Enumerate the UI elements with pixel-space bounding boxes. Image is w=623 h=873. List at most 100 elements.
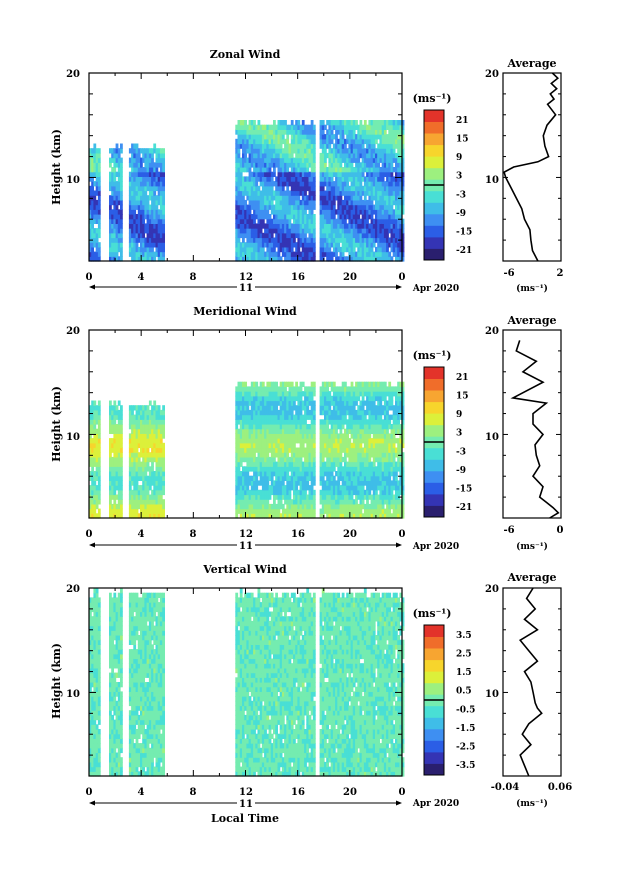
meridional-wind-heatmap-cell bbox=[335, 391, 338, 397]
meridional-wind-heatmap-cell bbox=[253, 452, 256, 458]
meridional-wind-heatmap-cell bbox=[284, 513, 287, 519]
zonal-wind-heatmap-cell bbox=[388, 204, 392, 210]
meridional-wind-heatmap-cell bbox=[284, 433, 287, 439]
zonal-wind-heatmap-cell bbox=[279, 129, 283, 135]
zonal-wind-heatmap-cell bbox=[279, 185, 283, 192]
zonal-wind-heatmap-cell bbox=[246, 134, 250, 140]
meridional-wind-heatmap-cell bbox=[355, 471, 358, 477]
meridional-wind-heatmap-cell bbox=[319, 489, 323, 496]
zonal-wind-heatmap-cell bbox=[390, 181, 394, 187]
zonal-wind-colorbar-swatch bbox=[424, 110, 444, 122]
zonal-wind-heatmap-cell bbox=[266, 190, 270, 196]
meridional-wind-heatmap-cell bbox=[111, 442, 114, 449]
meridional-wind-heatmap-cell bbox=[288, 499, 292, 505]
meridional-wind-heatmap-cell bbox=[153, 485, 157, 491]
zonal-wind-heatmap-cell bbox=[392, 242, 396, 248]
zonal-wind-heatmap-cell bbox=[308, 256, 312, 262]
meridional-wind-heatmap-cell bbox=[142, 405, 145, 411]
meridional-wind-heatmap-cell bbox=[273, 395, 276, 402]
meridional-wind-heatmap-cell bbox=[237, 438, 241, 444]
meridional-wind-heatmap-cell bbox=[255, 381, 259, 387]
zonal-wind-heatmap-cell bbox=[137, 228, 141, 234]
meridional-wind-heatmap-cell bbox=[97, 513, 101, 519]
zonal-wind-heatmap-cell bbox=[397, 143, 400, 149]
zonal-wind-heatmap-cell bbox=[235, 242, 239, 248]
zonal-wind-heatmap-cell bbox=[321, 185, 325, 192]
zonal-wind-heatmap-cell bbox=[397, 214, 400, 220]
meridional-wind-heatmap-cell bbox=[268, 461, 272, 467]
meridional-wind-heatmap-cell bbox=[286, 452, 290, 458]
zonal-wind-heatmap-cell bbox=[244, 138, 247, 145]
zonal-wind-heatmap-cell bbox=[388, 195, 392, 201]
zonal-wind-heatmap-cell bbox=[253, 242, 256, 248]
zonal-wind-heatmap-cell bbox=[381, 209, 385, 215]
meridional-wind-heatmap-cell bbox=[350, 466, 354, 472]
zonal-wind-heatmap-cell bbox=[401, 185, 405, 192]
meridional-wind-heatmap-cell bbox=[348, 508, 352, 514]
meridional-wind-heatmap-cell bbox=[332, 405, 336, 411]
zonal-wind-heatmap-cell bbox=[381, 232, 385, 239]
zonal-wind-heatmap-cell bbox=[290, 176, 294, 182]
zonal-wind-heatmap-cell bbox=[304, 223, 307, 229]
meridional-wind-heatmap-cell bbox=[293, 494, 296, 500]
zonal-wind-heatmap-cell bbox=[346, 256, 349, 262]
meridional-wind-heatmap-cell bbox=[135, 508, 139, 514]
zonal-wind-heatmap-cell bbox=[383, 199, 387, 206]
zonal-wind-heatmap-cell bbox=[372, 181, 376, 187]
meridional-wind-heatmap-cell bbox=[330, 424, 334, 430]
meridional-wind-heatmap-cell bbox=[157, 414, 161, 420]
meridional-wind-heatmap-cell bbox=[248, 442, 252, 449]
meridional-wind-heatmap-cell bbox=[279, 391, 283, 397]
zonal-wind-heatmap-cell bbox=[237, 195, 241, 201]
zonal-wind-heatmap-cell bbox=[392, 218, 396, 224]
zonal-wind-heatmap-cell bbox=[330, 251, 334, 257]
zonal-wind-heatmap-cell bbox=[250, 162, 254, 168]
meridional-wind-heatmap-cell bbox=[304, 400, 307, 406]
zonal-wind-heatmap-cell bbox=[148, 256, 152, 262]
meridional-wind-heatmap-cell bbox=[148, 433, 152, 439]
meridional-wind-heatmap-cell bbox=[273, 456, 276, 463]
zonal-wind-heatmap-cell bbox=[388, 237, 392, 243]
zonal-wind-heatmap-cell bbox=[237, 162, 241, 168]
meridional-wind-heatmap-cell bbox=[133, 414, 137, 420]
zonal-wind-heatmap-cell bbox=[348, 143, 352, 149]
meridional-wind-heatmap-cell bbox=[281, 428, 285, 434]
meridional-wind-heatmap-cell bbox=[306, 424, 310, 430]
zonal-wind-heatmap-cell bbox=[328, 129, 332, 135]
meridional-wind-heatmap-cell bbox=[146, 456, 150, 463]
zonal-wind-heatmap-cell bbox=[131, 204, 134, 210]
meridional-wind-heatmap-cell bbox=[93, 438, 97, 444]
meridional-wind-heatmap-cell bbox=[242, 499, 245, 505]
zonal-wind-heatmap-cell bbox=[264, 124, 267, 130]
meridional-wind-heatmap-cell bbox=[140, 503, 143, 510]
meridional-wind-heatmap-cell bbox=[301, 391, 305, 397]
meridional-wind-heatmap-cell bbox=[328, 438, 332, 444]
meridional-wind-heatmap-cell bbox=[270, 391, 274, 397]
zonal-wind-heatmap-cell bbox=[266, 157, 270, 163]
meridional-wind-heatmap-cell bbox=[288, 485, 292, 491]
zonal-wind-heatmap-cell bbox=[395, 214, 398, 220]
zonal-wind-heatmap-cell bbox=[370, 162, 374, 168]
zonal-wind-heatmap-cell bbox=[279, 199, 283, 206]
zonal-wind-heatmap-cell bbox=[395, 242, 398, 248]
meridional-wind-heatmap-cell bbox=[248, 386, 252, 392]
zonal-wind-heatmap-cell bbox=[319, 251, 323, 257]
meridional-wind-heatmap-cell bbox=[235, 395, 239, 402]
zonal-wind-heatmap-cell bbox=[131, 223, 134, 229]
meridional-wind-heatmap-cell bbox=[270, 405, 274, 411]
meridional-wind-heatmap-cell bbox=[146, 508, 150, 514]
zonal-wind-heatmap-cell bbox=[375, 176, 378, 182]
zonal-wind-heatmap-cell bbox=[297, 185, 301, 192]
zonal-wind-heatmap-cell bbox=[295, 185, 298, 192]
zonal-wind-heatmap-cell bbox=[379, 185, 383, 192]
meridional-wind-heatmap-cell bbox=[326, 438, 329, 444]
zonal-wind-heatmap-cell bbox=[310, 129, 314, 135]
meridional-wind-heatmap-cell bbox=[133, 480, 137, 486]
meridional-wind-heatmap-cell bbox=[279, 513, 283, 519]
zonal-wind-heatmap-cell bbox=[142, 237, 145, 243]
zonal-wind-heatmap-cell bbox=[117, 176, 121, 182]
zonal-wind-heatmap-cell bbox=[239, 242, 243, 248]
meridional-wind-heatmap-cell bbox=[157, 471, 161, 477]
meridional-wind-heatmap-cell bbox=[250, 461, 254, 467]
zonal-wind-heatmap-cell bbox=[337, 204, 341, 210]
